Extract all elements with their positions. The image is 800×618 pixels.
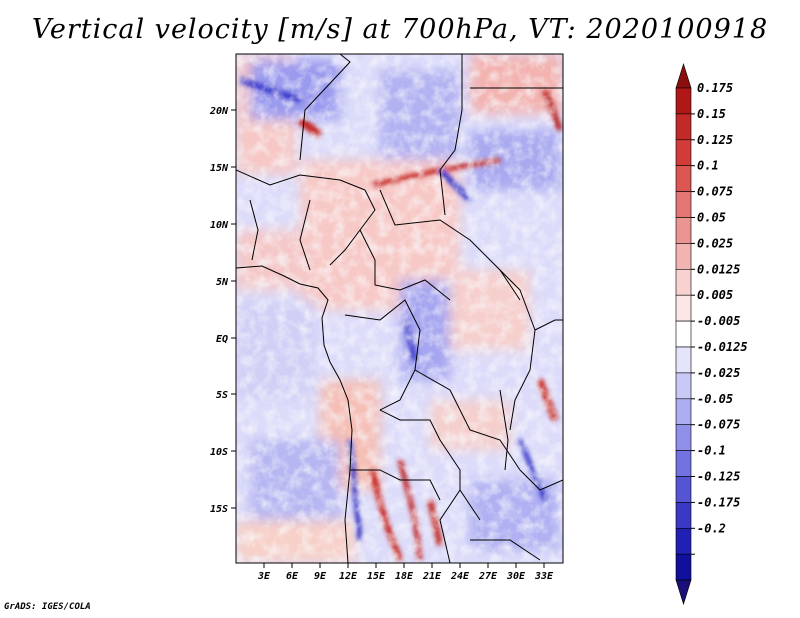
colorbar-swatch	[675, 217, 692, 244]
colorbar-swatch	[675, 320, 692, 348]
colorbar-label: 0.125	[697, 133, 733, 147]
colorbar-label: 0.1	[697, 159, 719, 173]
colorbar-swatch	[675, 527, 692, 555]
lat-label: 10S	[210, 447, 228, 458]
colorbar-swatch	[675, 294, 692, 322]
map-title: Vertical velocity [m/s] at 700hPa, VT: 2…	[31, 14, 769, 45]
colorbar-swatch	[675, 476, 692, 503]
colorbar-label: -0.125	[697, 470, 740, 484]
colorbar-swatch	[675, 372, 692, 400]
lat-label: 10N	[210, 220, 229, 231]
plot-frame	[235, 53, 564, 564]
colorbar-label: -0.025	[697, 366, 740, 380]
colorbar-label: -0.075	[697, 418, 740, 432]
colorbar-label: -0.05	[697, 392, 733, 406]
lon-label: 33E	[534, 571, 554, 582]
lon-label: 27E	[478, 571, 498, 582]
colorbar-swatch	[675, 165, 692, 192]
colorbar-label: 0.0125	[697, 262, 740, 276]
country-borders	[236, 54, 563, 563]
lon-label: 3E	[257, 571, 271, 582]
lat-label: 15N	[210, 163, 229, 174]
colorbar-bottom-arrow	[675, 579, 692, 606]
colorbar-label: -0.005	[697, 314, 740, 328]
lon-label: 18E	[395, 571, 414, 582]
lat-label: 15S	[210, 504, 228, 515]
colorbar-swatch	[675, 502, 692, 529]
colorbar-swatch	[675, 553, 692, 581]
lat-label: 20N	[209, 106, 229, 117]
lat-label: 5N	[216, 277, 229, 288]
lon-label: 24E	[450, 571, 470, 582]
longitude-labels: 3E 6E 9E 12E 15E 18E 21E 24E 27E 30E 33E	[257, 571, 554, 582]
colorbar-swatch	[675, 268, 692, 296]
lat-label: EQ	[216, 334, 228, 345]
colorbar-label: 0.05	[697, 211, 726, 225]
lat-label: 5S	[216, 390, 228, 401]
colorbar-swatch	[675, 139, 692, 167]
colorbar-swatch	[675, 191, 692, 218]
colorbar-label: 0.005	[697, 288, 733, 302]
colorbar-swatch	[675, 424, 692, 451]
colorbar-swatch	[675, 450, 692, 477]
latitude-labels: 20N 15N 10N 5N EQ 5S 10S 15S	[209, 106, 229, 515]
vertical-velocity-field	[236, 54, 563, 563]
colorbar-label: -0.175	[697, 495, 740, 509]
colorbar-swatch	[675, 398, 692, 425]
colorbar-label: 0.075	[697, 185, 733, 199]
lon-label: 12E	[339, 571, 358, 582]
lon-label: 15E	[367, 571, 386, 582]
lon-label: 21E	[422, 571, 442, 582]
colorbar-swatch	[675, 87, 692, 115]
colorbar: 0.175 0.15 0.125 0.1 0.075 0.05 0.025 0.0125 0.0…	[675, 62, 748, 606]
lon-label: 30E	[506, 571, 526, 582]
lon-label: 6E	[286, 571, 299, 582]
colorbar-label: 0.025	[697, 236, 733, 250]
colorbar-label: -0.2	[697, 521, 726, 535]
colorbar-label: -0.1	[697, 444, 726, 458]
colorbar-swatch	[675, 243, 692, 270]
colorbar-swatch	[675, 346, 692, 374]
axis-ticks	[231, 109, 545, 568]
colorbar-label: -0.0125	[697, 340, 748, 354]
colorbar-label: 0.15	[697, 107, 726, 121]
colorbar-swatch	[675, 113, 692, 141]
grads-credit: GrADS: IGES/COLA	[4, 602, 91, 612]
colorbar-label: 0.175	[697, 81, 733, 95]
colorbar-top-arrow	[675, 62, 692, 89]
lon-label: 9E	[314, 571, 327, 582]
